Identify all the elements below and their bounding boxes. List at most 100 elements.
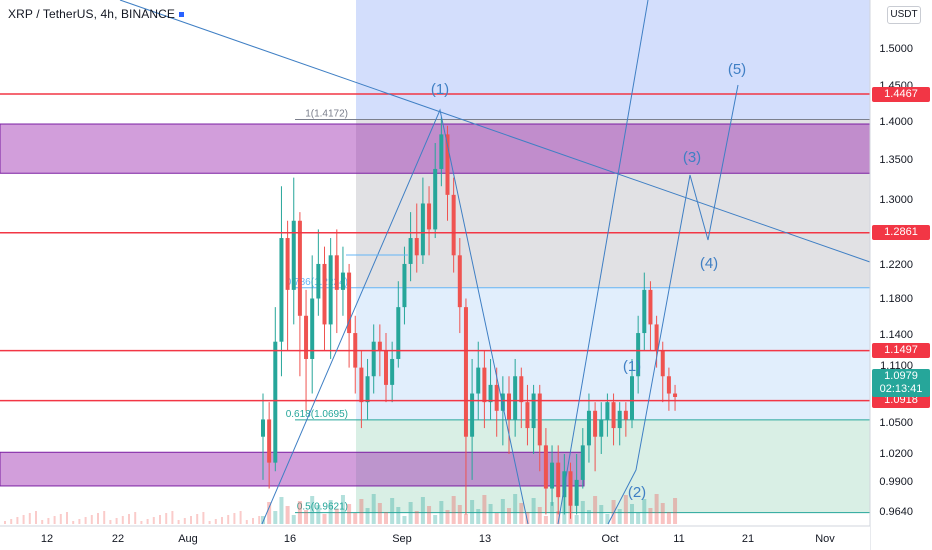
elliott-wave-label: (5) — [728, 61, 746, 78]
candle-body — [543, 445, 548, 489]
volume-bar — [371, 494, 376, 524]
volume-bar — [267, 502, 272, 524]
price-tick-label: 0.9640 — [879, 506, 913, 518]
candle-body — [291, 220, 296, 290]
volume-bar — [285, 506, 290, 524]
volume-bar — [258, 516, 261, 524]
volume-bar — [636, 513, 641, 524]
candle-body — [525, 402, 530, 429]
volume-bar — [550, 502, 555, 524]
fib-band — [356, 0, 870, 120]
volume-bar — [47, 518, 50, 524]
volume-bar — [617, 509, 622, 524]
volume-bar — [494, 513, 499, 524]
candle-body — [476, 367, 481, 394]
elliott-wave-label: (1) — [431, 81, 449, 98]
candle-body — [390, 358, 395, 385]
volume-bar — [121, 516, 124, 524]
volume-bar — [171, 511, 174, 524]
price-tick-label: 1.4000 — [879, 116, 913, 128]
price-tick-label: 1.3000 — [879, 194, 913, 206]
candle-body — [623, 410, 628, 420]
fib-swing-path[interactable] — [261, 108, 529, 525]
candle-body — [457, 255, 462, 308]
volume-bar — [531, 498, 536, 524]
volume-bar — [476, 509, 481, 524]
volume-bar — [90, 515, 93, 524]
candle-body — [654, 324, 659, 351]
volume-bar — [593, 496, 598, 524]
volume-bar — [482, 495, 487, 524]
volume-bar — [648, 508, 653, 524]
volume-bar — [359, 499, 364, 524]
fib-level-label: 0.618(1.0695) — [286, 409, 348, 420]
volume-bar — [396, 507, 401, 524]
volume-bar — [384, 512, 388, 524]
last-price-value: 1.0979 — [884, 370, 918, 382]
volume-bar — [190, 516, 192, 524]
volume-bar — [556, 511, 561, 524]
candle-body — [500, 393, 505, 411]
price-tick-label: 1.0200 — [879, 448, 913, 460]
candle-body — [630, 376, 634, 420]
volume-bar — [666, 512, 671, 524]
candle-body — [580, 445, 585, 480]
candle-body — [279, 238, 284, 342]
volume-bar — [599, 505, 604, 524]
candle-body — [359, 367, 364, 403]
volume-bar — [304, 510, 309, 524]
candle-body — [507, 393, 511, 420]
status-dot-icon — [179, 12, 184, 18]
fib-level-label: 1(1.4172) — [305, 109, 348, 120]
candle-body — [470, 393, 475, 437]
candle-body — [427, 203, 432, 230]
fib-band — [356, 419, 870, 513]
volume-bar — [433, 515, 438, 524]
candle-body — [488, 384, 493, 403]
currency-button[interactable]: USDT — [887, 6, 921, 24]
volume-bar — [4, 521, 6, 524]
volume-bar — [439, 501, 444, 524]
volume-bar — [623, 495, 628, 524]
elliott-wave-path[interactable] — [607, 84, 739, 525]
volume-bar — [273, 511, 278, 524]
elliott-wave-label: (1) — [623, 358, 641, 375]
volume-bar — [297, 501, 302, 524]
volume-bar — [291, 515, 296, 524]
time-tick-label: 21 — [742, 533, 754, 545]
fib-level-label: 0.5(0.9621) — [297, 502, 348, 513]
candle-body — [642, 289, 647, 334]
candle-body — [531, 393, 536, 429]
volume-bar — [165, 513, 168, 524]
volume-bar — [252, 518, 254, 524]
volume-bar — [22, 515, 25, 524]
candle-body — [599, 419, 604, 437]
candle-body — [377, 341, 382, 351]
volume-bar — [580, 501, 585, 524]
candle-body — [556, 462, 561, 498]
volume-bar — [488, 504, 493, 524]
volume-bar — [214, 519, 217, 524]
elliott-wave-label: (3) — [683, 149, 701, 166]
candle-body — [482, 367, 487, 403]
time-axis[interactable] — [0, 526, 870, 550]
candle-body — [285, 238, 290, 290]
volume-bar — [28, 513, 31, 524]
volume-bar — [16, 517, 19, 524]
volume-bar — [239, 511, 242, 524]
candle-body — [297, 220, 302, 316]
volume-bar — [451, 496, 456, 524]
candle-body — [408, 238, 413, 264]
projection-line[interactable] — [557, 0, 649, 525]
supply-demand-zone[interactable] — [0, 451, 585, 487]
trend-line[interactable] — [119, 0, 871, 263]
volume-bar — [519, 503, 524, 524]
volume-bar — [53, 516, 56, 524]
volume-bar — [402, 516, 407, 524]
time-tick-label: 12 — [41, 533, 53, 545]
volume-bar — [221, 517, 223, 524]
candle-body — [445, 134, 450, 195]
candle-body — [316, 263, 321, 299]
candle-body — [611, 402, 616, 429]
